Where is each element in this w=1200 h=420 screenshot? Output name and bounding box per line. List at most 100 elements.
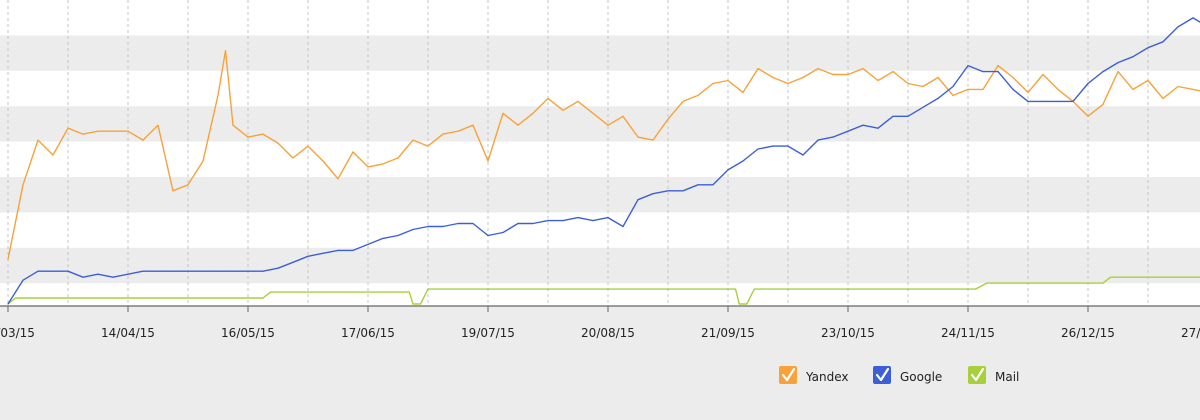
data-point bbox=[262, 133, 264, 135]
data-point bbox=[112, 130, 114, 132]
data-point bbox=[622, 225, 624, 228]
data-point bbox=[734, 288, 737, 290]
data-point bbox=[937, 97, 939, 99]
data-point bbox=[742, 91, 744, 93]
data-point bbox=[142, 139, 144, 141]
data-point bbox=[577, 100, 579, 102]
data-point bbox=[262, 297, 264, 299]
data-point bbox=[224, 50, 227, 52]
data-point bbox=[532, 112, 534, 114]
data-point bbox=[832, 136, 834, 138]
data-point bbox=[217, 94, 219, 96]
data-point bbox=[82, 133, 84, 135]
data-point bbox=[697, 184, 699, 186]
data-point bbox=[757, 148, 759, 150]
data-point bbox=[127, 130, 129, 132]
data-point bbox=[562, 109, 564, 111]
data-point bbox=[307, 255, 309, 257]
data-point bbox=[382, 163, 384, 165]
data-point bbox=[877, 79, 879, 82]
data-point bbox=[412, 139, 414, 141]
grid-band bbox=[0, 106, 1200, 142]
checkmark-icon bbox=[781, 367, 796, 382]
series-layer bbox=[7, 17, 1200, 305]
legend-item-google[interactable]: Google bbox=[873, 366, 942, 384]
data-point bbox=[847, 73, 849, 76]
data-point bbox=[412, 303, 414, 305]
data-point bbox=[202, 270, 204, 272]
data-point bbox=[772, 145, 774, 147]
data-point bbox=[1027, 91, 1029, 93]
data-point bbox=[247, 136, 249, 138]
data-point bbox=[457, 222, 459, 225]
data-point bbox=[817, 139, 819, 141]
x-tick-label: 21/09/15 bbox=[701, 326, 755, 340]
x-tick-label: 13/03/15 bbox=[0, 326, 35, 340]
data-point bbox=[217, 270, 219, 272]
data-point bbox=[307, 145, 309, 147]
data-point bbox=[22, 279, 24, 281]
data-point bbox=[442, 225, 444, 228]
data-point bbox=[1012, 88, 1014, 90]
x-tick-label: 14/04/15 bbox=[101, 326, 155, 340]
data-point bbox=[952, 85, 954, 88]
data-point bbox=[974, 288, 977, 290]
data-point bbox=[397, 234, 399, 237]
data-point bbox=[622, 115, 624, 117]
data-point bbox=[502, 112, 504, 114]
data-point bbox=[937, 76, 939, 79]
data-point bbox=[607, 217, 609, 219]
x-tick-label: 27/01/16 bbox=[1181, 326, 1200, 340]
data-point bbox=[1042, 100, 1044, 102]
data-point bbox=[397, 157, 399, 159]
legend-item-mail[interactable]: Mail bbox=[968, 366, 1019, 384]
data-point bbox=[1087, 82, 1089, 85]
data-point bbox=[877, 127, 879, 129]
data-point bbox=[408, 291, 410, 293]
data-point bbox=[982, 71, 984, 73]
grid-band bbox=[0, 35, 1200, 71]
data-point bbox=[367, 166, 369, 168]
data-point bbox=[922, 85, 924, 88]
data-point bbox=[1027, 100, 1029, 102]
data-point bbox=[652, 193, 654, 195]
data-point bbox=[172, 190, 174, 192]
data-point bbox=[907, 115, 909, 117]
data-point bbox=[292, 261, 294, 263]
data-point bbox=[502, 231, 504, 234]
legend: Yandex Google Mail bbox=[779, 366, 1019, 384]
data-point bbox=[802, 154, 804, 156]
data-point bbox=[892, 71, 894, 73]
x-tick-label: 16/05/15 bbox=[221, 326, 275, 340]
gridlines bbox=[7, 0, 1149, 306]
x-tick-label: 20/08/15 bbox=[581, 326, 635, 340]
data-point bbox=[682, 190, 684, 192]
data-point bbox=[187, 270, 189, 272]
data-point bbox=[97, 130, 99, 132]
data-point bbox=[697, 94, 699, 96]
data-point bbox=[1057, 100, 1059, 102]
data-point bbox=[746, 303, 748, 305]
x-tick-label: 24/11/15 bbox=[941, 326, 995, 340]
data-point bbox=[7, 303, 9, 305]
data-point bbox=[592, 112, 594, 114]
legend-label: Mail bbox=[995, 370, 1019, 384]
data-point bbox=[787, 82, 789, 85]
data-point bbox=[172, 270, 174, 272]
data-point bbox=[1102, 103, 1104, 105]
series-line-google bbox=[7, 17, 1200, 305]
data-point bbox=[592, 220, 594, 222]
legend-item-yandex[interactable]: Yandex bbox=[779, 366, 849, 384]
data-point bbox=[67, 270, 69, 272]
data-point bbox=[277, 267, 279, 269]
data-point bbox=[547, 220, 549, 222]
data-point bbox=[1117, 62, 1119, 64]
data-point bbox=[1117, 71, 1119, 73]
data-point bbox=[322, 160, 324, 162]
data-point bbox=[472, 124, 474, 126]
data-point bbox=[817, 68, 819, 70]
data-point bbox=[1087, 115, 1089, 117]
data-point bbox=[892, 115, 894, 117]
